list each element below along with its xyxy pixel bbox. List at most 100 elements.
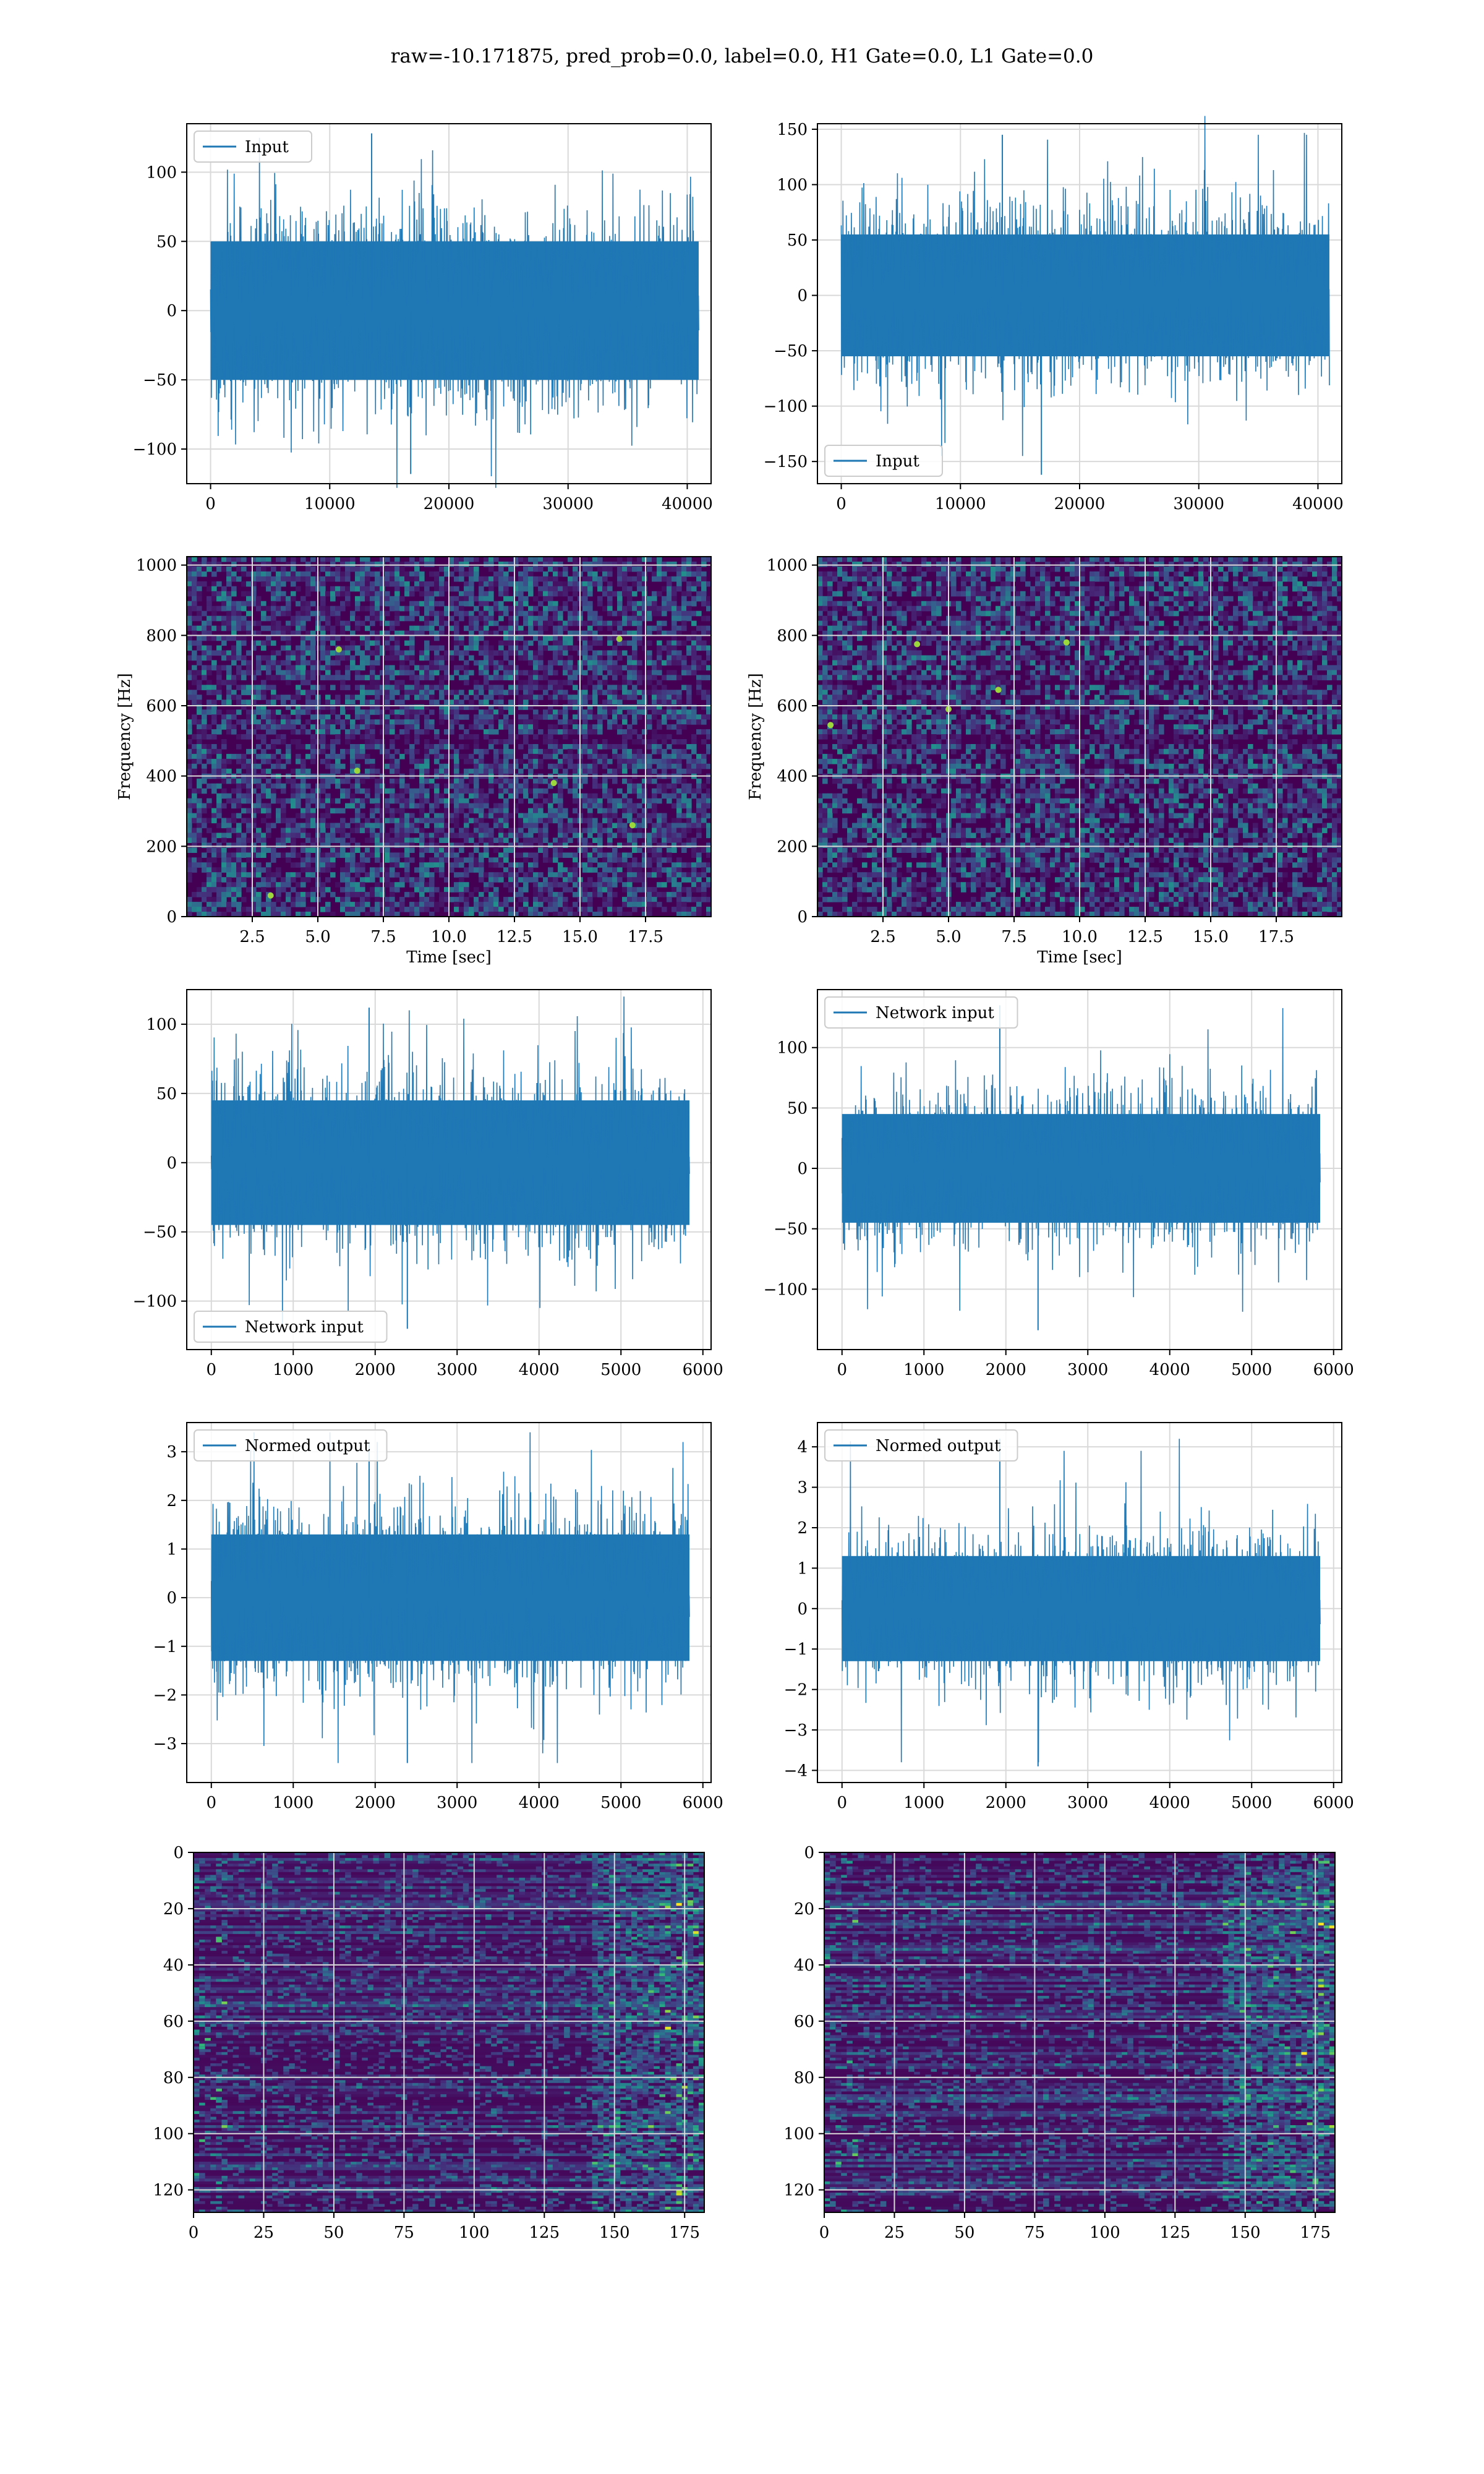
h1_spectrogram-cell	[365, 793, 370, 799]
h1_spectrogram-cell	[553, 724, 558, 730]
h1_spectrogram-cell	[691, 867, 697, 873]
h1_spectrogram-cell	[652, 897, 657, 902]
h1_spectrogram-cell	[652, 606, 657, 612]
h1_spectrogram-cell	[385, 675, 390, 680]
h1_spectrogram-cell	[553, 591, 558, 597]
h1_spectrogram-cell	[365, 690, 370, 695]
h1_spectrogram-cell	[409, 823, 415, 829]
h1_spectrogram-cell	[390, 753, 395, 760]
h1_spectrogram-cell	[246, 837, 252, 843]
h1_spectrogram-cell	[305, 670, 311, 675]
h1_spectrogram-cell	[394, 857, 400, 863]
h1_spectrogram-cell	[296, 803, 301, 809]
h1_spectrogram-cell	[241, 852, 247, 858]
h1_spectrogram-cell	[563, 833, 568, 839]
h1_spectrogram-cell	[701, 798, 707, 804]
h1_spectrogram-cell	[380, 892, 385, 897]
h1_spectrogram-cell	[320, 625, 326, 631]
h1_spectrogram-cell	[637, 615, 642, 622]
h1_spectrogram-cell	[637, 739, 642, 745]
h1_spectrogram-cell	[236, 877, 242, 883]
h1_spectrogram-cell	[464, 897, 469, 902]
h1_spectrogram-cell	[370, 675, 375, 680]
h1_spectrogram-cell	[424, 586, 430, 592]
h1_spectrogram-cell	[652, 670, 657, 675]
h1_spectrogram-cell	[627, 872, 633, 878]
h1_spectrogram-cell	[261, 610, 267, 617]
h1_spectrogram-cell	[627, 763, 633, 769]
h1_spectrogram-cell	[488, 714, 494, 720]
h1_spectrogram-cell	[310, 665, 316, 670]
h1_spectrogram-cell	[271, 655, 276, 661]
h1_spectrogram-cell	[538, 576, 544, 582]
h1_spectrogram-cell	[488, 744, 494, 750]
h1_spectrogram-cell	[449, 625, 454, 631]
h1_spectrogram-cell	[568, 670, 573, 675]
h1_spectrogram-cell	[325, 842, 331, 848]
h1_spectrogram-cell	[221, 793, 227, 799]
h1_spectrogram-cell	[479, 748, 484, 755]
h1_spectrogram-cell	[365, 625, 370, 631]
h1_spectrogram-cell	[301, 665, 306, 670]
h1_spectrogram-cell	[701, 847, 707, 853]
h1_spectrogram-cell	[375, 842, 380, 848]
h1_spectrogram-cell	[479, 823, 484, 829]
h1_spectrogram-cell	[399, 842, 405, 848]
h1_spectrogram-cell	[414, 680, 420, 685]
h1_spectrogram-cell	[424, 640, 430, 646]
h1_spectrogram-cell	[637, 601, 642, 607]
h1_spectrogram-cell	[345, 591, 351, 597]
h1_spectrogram-cell	[607, 828, 613, 834]
h1_spectrogram-cell	[231, 615, 237, 622]
h1_spectrogram-cell	[355, 867, 360, 873]
h1_spectrogram-cell	[479, 763, 484, 769]
h1_spectrogram-cell	[701, 625, 707, 631]
h1_spectrogram-cell	[691, 719, 697, 725]
h1_spectrogram-cell	[434, 601, 440, 607]
h1_spectrogram-cell	[548, 803, 553, 809]
h1_spectrogram-cell	[291, 837, 296, 843]
h1_spectrogram-cell	[226, 576, 232, 582]
h1_spectrogram-cell	[424, 847, 430, 853]
h1_spectrogram-cell	[345, 635, 351, 641]
h1_spectrogram-cell	[385, 571, 390, 577]
h1_spectrogram-cell	[622, 680, 628, 685]
h1_spectrogram-cell	[394, 763, 400, 769]
h1_spectrogram-cell	[409, 655, 415, 661]
h1_spectrogram-cell	[404, 719, 410, 725]
h1_spectrogram-cell	[187, 615, 192, 622]
h1_spectrogram-cell	[701, 808, 707, 814]
h1_spectrogram-cell	[493, 823, 499, 829]
h1_spectrogram-cell	[706, 734, 712, 740]
h1_spectrogram-cell	[493, 763, 499, 769]
h1_spectrogram-cell	[291, 897, 296, 902]
h1_spectrogram-cell	[370, 798, 375, 804]
h1_spectrogram-cell	[241, 793, 247, 799]
h1_spectrogram-cell	[187, 847, 192, 853]
h1_spectrogram-cell	[503, 823, 509, 829]
h1_spectrogram-cell	[587, 581, 593, 587]
h1_spectrogram-cell	[503, 872, 509, 878]
h1_spectrogram-cell	[652, 596, 657, 602]
h1_spectrogram-cell	[211, 763, 217, 769]
h1_spectrogram-cell	[226, 729, 232, 735]
h1_spectrogram-cell	[444, 685, 450, 690]
h1_spectrogram-cell	[444, 670, 450, 675]
h1_spectrogram-cell	[360, 744, 365, 750]
h1_spectrogram-cell	[310, 660, 316, 666]
h1_spectrogram-cell	[493, 872, 499, 878]
h1_spectrogram-cell	[325, 833, 331, 839]
h1_spectrogram-cell	[375, 581, 380, 587]
h1_spectrogram-cell	[335, 660, 341, 666]
h1_spectrogram-cell	[330, 823, 336, 829]
h1_spectrogram-cell	[622, 808, 628, 814]
h1_spectrogram-cell	[380, 847, 385, 853]
h1_spectrogram-cell	[390, 892, 395, 897]
h1_spectrogram-cell	[538, 808, 544, 814]
h1_spectrogram-cell	[394, 650, 400, 656]
h1_spectrogram-cell	[622, 690, 628, 695]
h1_spectrogram-cell	[518, 610, 524, 617]
h1_spectrogram-cell	[409, 803, 415, 809]
h1_spectrogram-cell	[587, 610, 593, 617]
